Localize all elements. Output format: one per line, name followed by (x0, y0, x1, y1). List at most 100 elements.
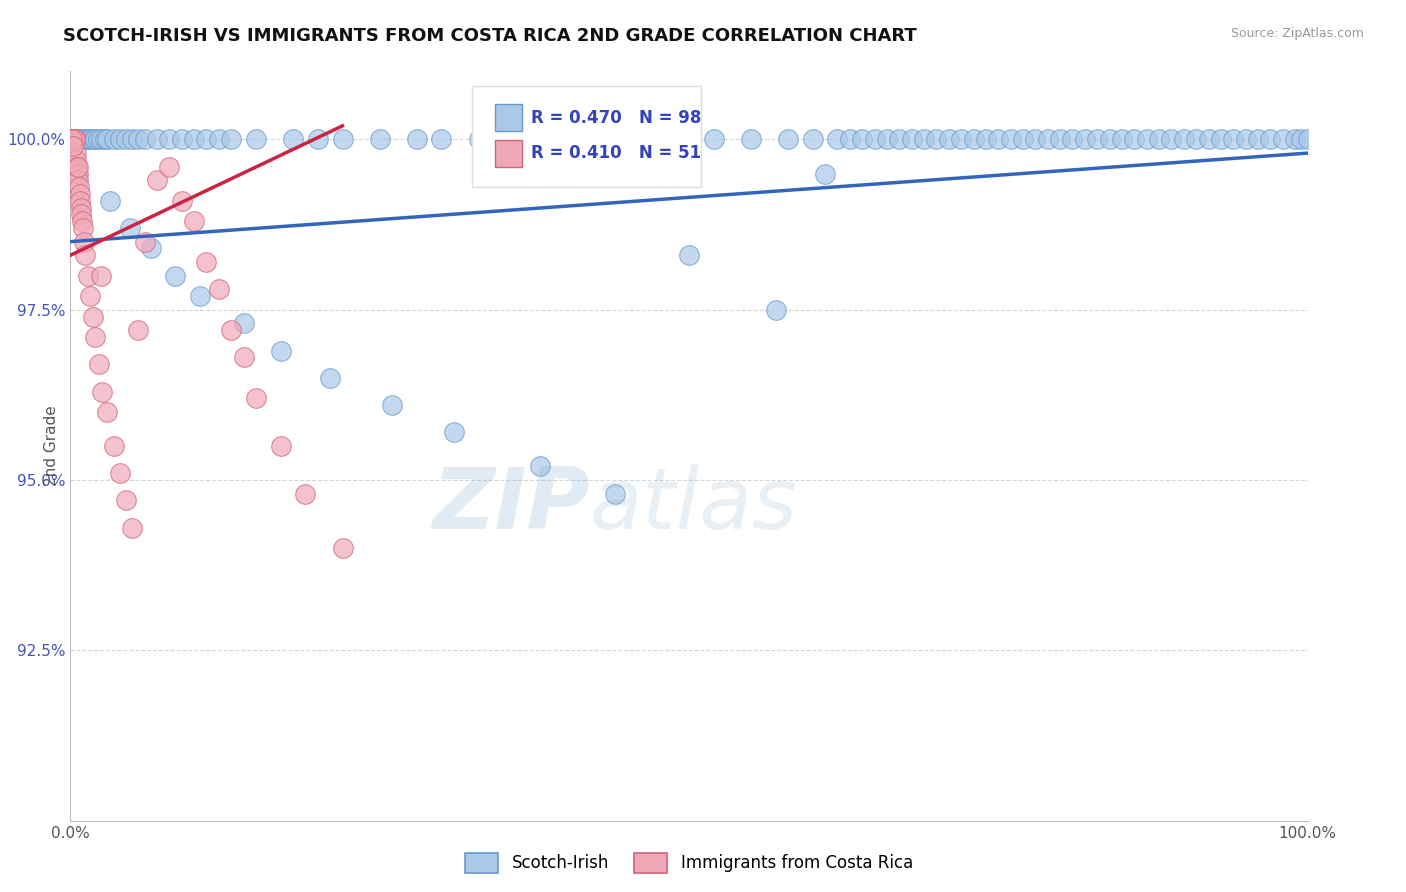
Text: ZIP: ZIP (432, 465, 591, 548)
Point (876, 132, 898, 146)
Point (603, 486, 626, 500)
Point (307, 132, 329, 146)
Point (60, 132, 83, 146)
Point (82, 310, 104, 324)
Point (157, 132, 180, 146)
Point (121, 132, 143, 146)
Point (294, 486, 316, 500)
Point (1098, 132, 1121, 146)
Point (84, 330, 107, 344)
Point (170, 194, 193, 208)
Point (987, 132, 1010, 146)
Point (208, 132, 231, 146)
Point (974, 132, 997, 146)
Point (1111, 132, 1133, 146)
Point (505, 132, 527, 146)
Point (170, 132, 193, 146)
Point (69, 201, 91, 215)
Point (94, 132, 117, 146)
Y-axis label: 2nd Grade: 2nd Grade (44, 406, 59, 486)
Point (889, 132, 911, 146)
Point (665, 132, 688, 146)
Point (79, 289, 101, 303)
Point (66, 167, 89, 181)
Point (96, 405, 118, 419)
Point (134, 235, 156, 249)
Point (98, 194, 121, 208)
Point (70, 214, 93, 228)
Point (127, 132, 149, 146)
Text: SCOTCH-IRISH VS IMMIGRANTS FROM COSTA RICA 2ND GRADE CORRELATION CHART: SCOTCH-IRISH VS IMMIGRANTS FROM COSTA RI… (63, 27, 917, 45)
Point (127, 323, 149, 337)
Point (443, 425, 465, 440)
Point (1147, 132, 1170, 146)
Point (838, 132, 860, 146)
Point (118, 221, 141, 235)
Point (72, 132, 94, 146)
Point (245, 392, 267, 406)
Point (115, 132, 138, 146)
Point (121, 521, 143, 535)
Point (740, 132, 762, 146)
Point (1123, 132, 1146, 146)
Point (1074, 132, 1097, 146)
Point (65, 153, 87, 167)
Point (814, 167, 837, 181)
Point (62, 132, 84, 146)
Point (103, 439, 125, 453)
Point (75, 132, 97, 146)
Point (66, 160, 89, 174)
Point (103, 132, 125, 146)
Point (73, 235, 96, 249)
Point (219, 132, 242, 146)
Point (1085, 132, 1108, 146)
Point (405, 132, 427, 146)
Point (60, 132, 83, 146)
Point (1160, 132, 1182, 146)
Point (332, 132, 354, 146)
Point (90, 132, 112, 146)
Point (65, 132, 87, 146)
Point (765, 302, 787, 317)
Legend: Scotch-Irish, Immigrants from Costa Rica: Scotch-Irish, Immigrants from Costa Rica (458, 847, 920, 880)
Point (157, 160, 180, 174)
Point (1222, 132, 1244, 146)
Point (938, 132, 960, 146)
Point (96, 132, 118, 146)
Point (195, 132, 218, 146)
Point (1209, 132, 1232, 146)
FancyBboxPatch shape (495, 104, 522, 131)
Point (69, 132, 91, 146)
Point (59, 132, 82, 146)
Point (165, 268, 187, 283)
Point (467, 132, 489, 146)
Point (208, 282, 231, 296)
Point (1271, 132, 1294, 146)
Point (827, 132, 849, 146)
Point (863, 132, 886, 146)
Point (195, 255, 218, 269)
Point (86, 132, 108, 146)
Point (69, 186, 91, 201)
Point (183, 214, 205, 228)
Point (60, 132, 83, 146)
Point (84, 132, 107, 146)
Point (1296, 132, 1319, 146)
Point (554, 132, 576, 146)
Point (72, 221, 94, 235)
Point (628, 132, 651, 146)
Point (108, 132, 131, 146)
Point (183, 132, 205, 146)
Point (245, 132, 267, 146)
Point (270, 343, 292, 358)
Point (67, 173, 90, 187)
Point (63, 132, 86, 146)
FancyBboxPatch shape (472, 87, 702, 187)
Point (90, 268, 112, 283)
Point (332, 541, 354, 556)
Point (912, 132, 935, 146)
Point (281, 132, 304, 146)
Point (69, 194, 91, 208)
Point (146, 132, 169, 146)
Text: R = 0.470   N = 98: R = 0.470 N = 98 (530, 109, 702, 127)
